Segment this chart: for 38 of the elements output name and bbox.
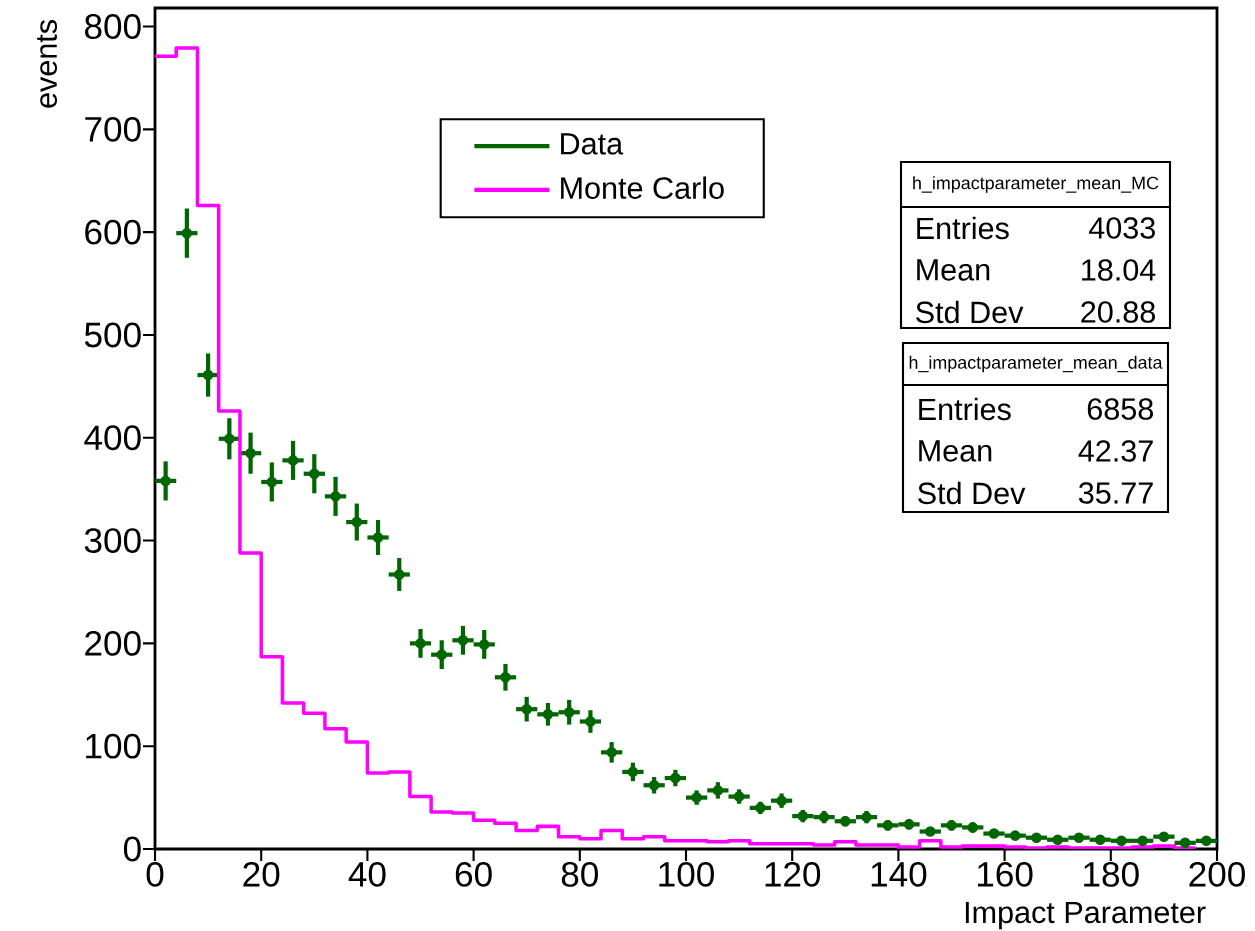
x-tick-label: 120 — [765, 861, 821, 887]
annotation: Std Dev — [916, 300, 1024, 324]
y-tick-label: 0 — [123, 836, 141, 862]
annotation: Entries — [919, 397, 1011, 421]
x-tick-label: 160 — [977, 861, 1033, 887]
y-tick-label: 500 — [84, 322, 141, 348]
y-tick-label: 800 — [85, 14, 141, 39]
legend-label: Monte Carlo — [561, 176, 724, 199]
annotation: Entries — [917, 216, 1009, 240]
annotation: 42.37 — [1078, 440, 1153, 462]
y-tick-label: 700 — [85, 116, 141, 142]
annotation: h_impactparameter_mean_data — [909, 355, 1163, 373]
annotation: Std Dev — [918, 481, 1026, 505]
annotation: 18.04 — [1082, 259, 1156, 281]
x-axis-title: Impact Parameter — [965, 901, 1206, 930]
x-tick-label: 140 — [871, 861, 927, 887]
annotation: 6858 — [1087, 398, 1153, 420]
legend-label: Data — [561, 133, 624, 155]
y-tick-label: 200 — [85, 630, 141, 656]
y-tick-label: 600 — [85, 219, 141, 245]
annotation: 4033 — [1088, 217, 1155, 239]
x-tick-label: 200 — [1189, 861, 1245, 887]
y-tick-label: 400 — [84, 425, 141, 451]
annotation: h_impactparameter_mean_MC — [913, 176, 1159, 193]
x-tick-label: 100 — [659, 861, 714, 887]
x-tick-label: 0 — [146, 861, 164, 887]
annotation: Mean — [919, 440, 992, 462]
y-tick-label: 300 — [84, 528, 141, 553]
annotation: Mean — [917, 259, 990, 281]
y-tick-label: 100 — [86, 733, 141, 759]
x-tick-label: 80 — [561, 861, 598, 887]
x-tick-label: 180 — [1084, 861, 1139, 887]
x-tick-label: 20 — [243, 861, 280, 887]
x-tick-label: 60 — [455, 861, 492, 887]
annotation: 20.88 — [1081, 301, 1155, 323]
annotation: 35.77 — [1078, 482, 1153, 504]
y-axis-title: events — [36, 20, 57, 108]
x-tick-label: 40 — [348, 861, 386, 887]
